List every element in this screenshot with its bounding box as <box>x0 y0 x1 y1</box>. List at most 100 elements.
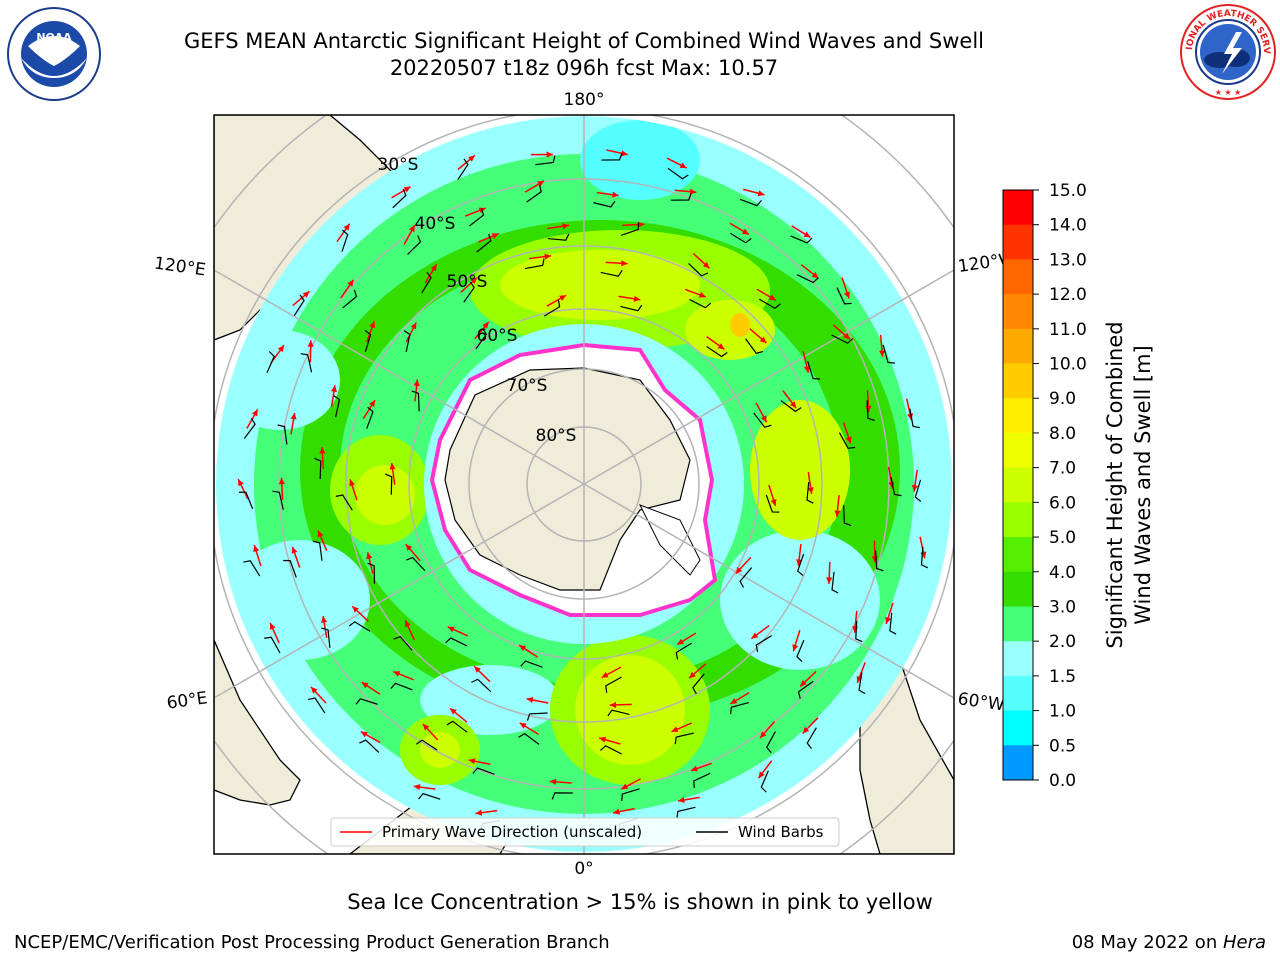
colorbar-band <box>1003 606 1033 642</box>
wind-barb <box>312 540 323 561</box>
wind-barb <box>333 395 341 418</box>
wave-direction-arrow <box>842 422 852 444</box>
colorbar-frame <box>1002 189 1034 781</box>
wind-barb <box>264 636 281 654</box>
host-name: Hera <box>1222 932 1266 953</box>
lat-label-50s: 50°S <box>447 272 488 292</box>
colorbar-tick-label: 4.0 <box>1049 563 1076 583</box>
wave-direction-arrow <box>606 149 628 157</box>
wave-direction-arrow <box>422 723 439 741</box>
wind-barb <box>266 351 275 374</box>
lon-label-60w: 60°W <box>956 689 1005 715</box>
wave-direction-arrow <box>351 605 369 622</box>
map-legend: Primary Wave Direction (unscaled) Wind B… <box>330 817 840 847</box>
wind-barb <box>293 294 305 316</box>
wave-direction-arrow <box>601 666 622 679</box>
wind-barb <box>308 697 326 714</box>
wave-direction-arrow <box>911 469 918 492</box>
lat-label-40s: 40°S <box>415 214 456 234</box>
wind-barb <box>766 731 776 754</box>
wave-direction-arrow <box>768 484 777 507</box>
map-frame <box>213 114 955 855</box>
wave-direction-arrow <box>319 447 326 470</box>
colorbar-band <box>1003 363 1033 399</box>
wind-barb <box>367 562 376 584</box>
wind-barb <box>277 424 288 445</box>
wind-barb <box>914 479 922 502</box>
colorbar-band <box>1003 190 1033 226</box>
wind-barb <box>243 417 256 439</box>
wave-direction-arrow <box>330 385 338 408</box>
wind-barb <box>909 408 921 429</box>
wind-barb <box>755 635 772 653</box>
wave-direction-arrow <box>413 784 436 791</box>
wind-barb <box>472 767 495 775</box>
colorbar-band <box>1003 398 1033 434</box>
wind-barb <box>692 673 705 695</box>
wind-barb <box>364 329 372 353</box>
wind-barb <box>753 412 772 428</box>
wave-direction-arrow <box>756 288 777 302</box>
wind-barb <box>806 727 817 750</box>
wind-barb <box>526 712 548 721</box>
colorbar-band <box>1003 467 1033 503</box>
latitude-labels: 30°S 40°S 50°S 60°S 70°S 80°S <box>378 155 577 446</box>
wind-barb <box>518 732 540 745</box>
wind-barb <box>676 806 696 819</box>
wave-direction-arrow <box>475 809 498 816</box>
chart-title: GEFS MEAN Antarctic Significant Height o… <box>183 29 985 53</box>
lat-label-60s: 60°S <box>477 326 518 346</box>
wave-direction-arrow <box>518 644 539 658</box>
wind-barb <box>321 627 331 648</box>
wind-barb <box>920 546 929 569</box>
wind-barb <box>882 344 895 364</box>
wind-barb <box>674 732 694 745</box>
wind-barb <box>807 361 821 380</box>
colorbar-tick-label: 11.0 <box>1049 320 1087 340</box>
wave-direction-arrow <box>392 670 414 681</box>
wind-barb <box>780 400 802 413</box>
wind-barb <box>831 334 854 344</box>
wave-direction-arrow <box>826 561 833 584</box>
wind-barb <box>759 298 781 309</box>
wave-direction-arrow <box>237 478 249 500</box>
colorbar-tick-label: 12.0 <box>1049 285 1087 305</box>
wave-direction-arrow <box>307 340 314 363</box>
wind-barb <box>547 233 570 241</box>
wind-barb <box>300 353 313 373</box>
colorbar-band <box>1003 537 1033 573</box>
colorbar-band <box>1003 745 1033 781</box>
wind-barb <box>471 678 492 693</box>
wave-direction-arrow <box>688 663 707 679</box>
colorbar: 15.0 14.0 13.0 12.0 11.0 10.0 9.0 8.0 7.0 6.0 5.0 4… <box>1002 181 1087 791</box>
wave-direction-arrow <box>290 412 297 435</box>
map-area: 30°S 40°S 50°S 60°S 70°S 80°S Primary Wa… <box>214 115 954 854</box>
wind-barb <box>543 299 561 317</box>
wave-direction-arrow <box>253 544 262 567</box>
antarctic-peninsula <box>638 504 701 576</box>
wind-barb <box>796 274 819 284</box>
sea-ice-note: Sea Ice Concentration > 15% is shown in … <box>347 890 933 914</box>
date-text: 08 May 2022 on <box>1071 932 1223 953</box>
lon-label-60e: 60°E <box>166 688 209 713</box>
wind-barb <box>468 208 485 227</box>
wind-barb <box>739 198 762 207</box>
wind-barb <box>836 287 852 305</box>
wave-direction-arrow <box>449 707 468 723</box>
vector-layer <box>237 149 929 832</box>
wave-direction-arrow <box>336 223 351 243</box>
colorbar-tick-label: 13.0 <box>1049 250 1087 270</box>
wave-direction-arrow <box>674 188 697 195</box>
colorbar-tick-label: 0.0 <box>1049 771 1076 791</box>
wind-barb <box>416 739 438 751</box>
wave-direction-arrow <box>885 602 894 625</box>
colorbar-tick-label: 7.0 <box>1049 459 1076 479</box>
wind-barb <box>797 680 814 699</box>
wind-barb <box>593 200 616 208</box>
wave-direction-arrow <box>403 224 416 245</box>
wave-direction-arrow <box>735 557 752 575</box>
wave-direction-arrow <box>612 807 635 815</box>
wind-barb <box>342 289 358 309</box>
wind-barb <box>393 635 413 651</box>
colorbar-tick-label: 15.0 <box>1049 181 1087 201</box>
